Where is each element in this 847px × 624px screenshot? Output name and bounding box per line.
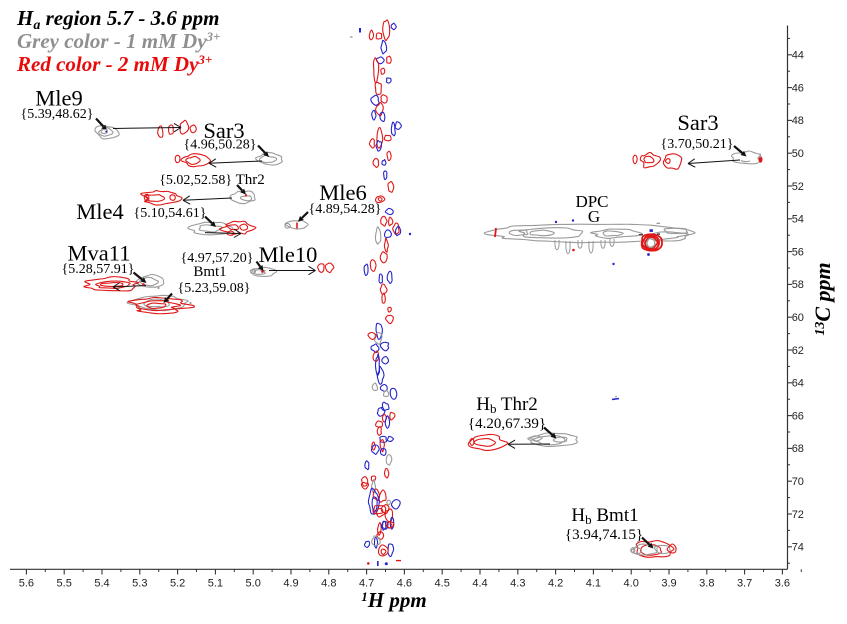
svg-text:{4.97,57.20}: {4.97,57.20} [181, 251, 254, 266]
svg-text:Mle6: Mle6 [319, 180, 367, 205]
svg-text:Red color - 2 mM Dy3+: Red color - 2 mM Dy3+ [16, 52, 212, 76]
svg-text:50: 50 [792, 148, 804, 160]
svg-text:58: 58 [792, 279, 804, 291]
svg-text:4.2: 4.2 [548, 578, 563, 590]
svg-text:{3.94,74.15}: {3.94,74.15} [565, 527, 643, 543]
svg-text:Mle9: Mle9 [35, 86, 83, 111]
svg-text:70: 70 [792, 476, 804, 488]
svg-text:5.5: 5.5 [57, 578, 72, 590]
svg-text:{5.23,59.08}: {5.23,59.08} [178, 281, 251, 296]
svg-text:5.2: 5.2 [170, 578, 185, 590]
svg-text:3.8: 3.8 [699, 578, 714, 590]
svg-text:5.4: 5.4 [94, 578, 109, 590]
svg-text:Hb Thr2: Hb Thr2 [476, 394, 538, 416]
svg-text:Bmt1: Bmt1 [193, 264, 226, 280]
svg-text:56: 56 [792, 246, 804, 258]
svg-text:Ha region 5.7 - 3.6 ppm: Ha region 5.7 - 3.6 ppm [16, 6, 219, 33]
svg-text:{5.28,57.91}: {5.28,57.91} [62, 262, 135, 277]
svg-text:Mva11: Mva11 [68, 241, 131, 266]
svg-text:3.6: 3.6 [775, 578, 790, 590]
svg-text:{5.39,48.62}: {5.39,48.62} [21, 107, 94, 122]
svg-text:66: 66 [792, 410, 804, 422]
svg-text:1H ppm: 1H ppm [361, 588, 426, 612]
svg-text:4.8: 4.8 [321, 578, 336, 590]
svg-text:64: 64 [792, 378, 804, 390]
svg-text:Sar3: Sar3 [677, 110, 718, 135]
svg-text:5.6: 5.6 [19, 578, 34, 590]
svg-text:{4.96,50.28}: {4.96,50.28} [184, 138, 257, 153]
svg-text:46: 46 [792, 82, 804, 94]
svg-text:5.1: 5.1 [208, 578, 223, 590]
svg-text:62: 62 [792, 345, 804, 357]
svg-text:{3.70,50.21}: {3.70,50.21} [661, 137, 734, 152]
svg-text:G: G [588, 207, 600, 226]
svg-text:{4.20,67.39}: {4.20,67.39} [468, 416, 546, 432]
svg-text:4.5: 4.5 [435, 578, 450, 590]
svg-text:{5.10,54.61}: {5.10,54.61} [134, 206, 207, 221]
svg-text:Sar3: Sar3 [203, 118, 244, 143]
svg-text:3.7: 3.7 [737, 578, 752, 590]
svg-text:68: 68 [792, 443, 804, 455]
svg-text:Mle10: Mle10 [259, 242, 318, 267]
svg-text:{5.02,52.58} Thr2: {5.02,52.58} Thr2 [159, 172, 265, 188]
svg-text:Grey color - 1 mM Dy3+: Grey color - 1 mM Dy3+ [17, 29, 220, 53]
svg-text:4.9: 4.9 [283, 578, 298, 590]
svg-text:4.4: 4.4 [472, 578, 487, 590]
svg-text:3.9: 3.9 [661, 578, 676, 590]
svg-text:Mle4: Mle4 [76, 199, 124, 224]
svg-text:5.3: 5.3 [132, 578, 147, 590]
svg-text:Hb Bmt1: Hb Bmt1 [571, 505, 638, 527]
svg-text:4.0: 4.0 [624, 578, 639, 590]
svg-text:74: 74 [792, 542, 804, 554]
svg-text:52: 52 [792, 181, 804, 193]
svg-text:4.6: 4.6 [397, 578, 412, 590]
svg-text:44: 44 [792, 50, 804, 62]
svg-text:5.0: 5.0 [246, 578, 261, 590]
svg-text:60: 60 [792, 312, 804, 324]
svg-text:72: 72 [792, 509, 804, 521]
svg-text:13C ppm: 13C ppm [810, 262, 835, 335]
svg-text:4.1: 4.1 [586, 578, 601, 590]
svg-text:48: 48 [792, 115, 804, 127]
svg-text:4.7: 4.7 [359, 578, 374, 590]
svg-text:54: 54 [792, 214, 804, 226]
svg-text:{4.89,54.28}: {4.89,54.28} [309, 202, 382, 217]
svg-text:4.3: 4.3 [510, 578, 525, 590]
svg-text:DPC: DPC [575, 192, 608, 211]
